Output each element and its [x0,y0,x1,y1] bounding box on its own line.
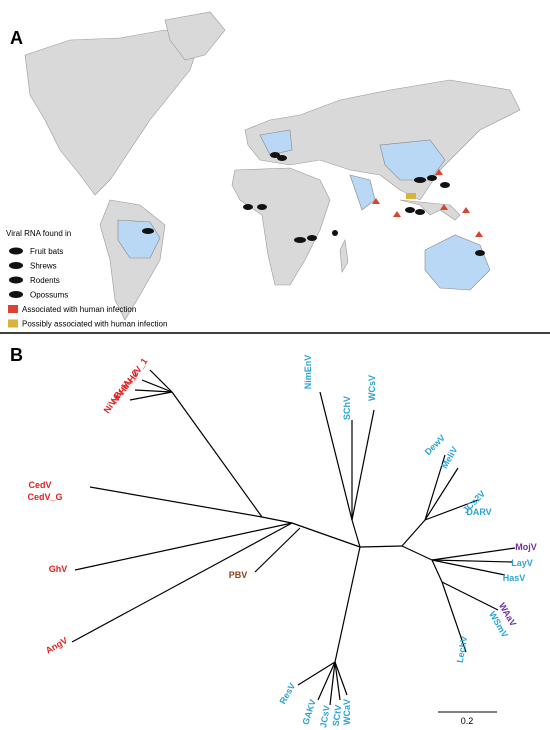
branch [134,389,173,393]
leaf-label: MeliV [439,445,459,470]
leaf-label: DewV [423,433,447,457]
leaf-label: PBV [229,570,248,580]
legend-title: Viral RNA found in [6,229,71,238]
branch [261,516,293,524]
legend-icon [9,291,23,298]
branch [424,467,459,521]
branch [431,559,506,576]
branch [401,545,433,561]
branch [424,454,446,521]
branch [129,391,173,401]
branch [71,522,293,643]
leaf-label: WCsV [367,375,377,401]
branch [334,661,348,696]
scale-label: 0.2 [461,716,474,726]
branch [291,522,361,548]
leaf-label: ResV [277,681,297,705]
branch [317,661,336,701]
leaf-label: MojV [515,542,537,552]
legend-label: Shrews [30,262,57,271]
legend-icon [9,262,23,269]
legend-label: Associated with human infection [22,305,136,314]
host-icons [142,152,485,256]
legend-label: Opossums [30,291,68,300]
phylogenetic-tree: HeV_1HeV_2NiV-MNiV-BCedVCedV_GGhVAngVPBV… [27,355,536,729]
leaf-label: GhV [49,564,68,574]
branch [334,661,341,701]
branch [89,486,263,518]
leaf-label: NimEnV [303,355,313,390]
branch [297,661,336,686]
leaf-label: LechV [455,635,470,663]
branch [74,522,293,571]
leaf-label: CedV [28,480,51,490]
leaf-label: DARV [466,507,491,517]
legend-icon [9,276,23,284]
legend-swatch [8,305,18,313]
legend-label: Fruit bats [30,247,63,256]
branch [431,559,443,583]
branch [334,546,361,663]
branch [441,581,467,653]
branch [319,391,353,521]
legend-label: Rodents [30,276,60,285]
branch [141,379,173,393]
branch [401,519,426,547]
branch [149,369,173,393]
panel-label: A [10,28,23,48]
legend-icon [9,247,23,255]
leaf-label: AngV [44,635,69,655]
branch [431,559,513,563]
branch [431,547,516,561]
leaf-label: CedV_G [27,492,62,502]
branch [424,499,479,521]
leaf-label: LayV [511,558,533,568]
branch [441,581,499,611]
branch [254,527,301,573]
branch [329,661,336,706]
world-map [24,11,521,321]
leaf-label: HasV [503,573,526,583]
branch [351,409,375,521]
legend-swatch [8,319,18,328]
legend-label: Possibly associated with human infection [22,320,167,329]
leaf-label: WCaV [342,699,352,725]
leaf-label: JCsV [318,705,332,729]
panel-label: B [10,345,23,365]
leaf-label: SCtV [331,704,344,727]
branch [359,545,403,548]
leaf-label: SChV [342,396,352,420]
leaf-label: GAKV [300,698,318,726]
branch [351,519,361,548]
branch [171,391,263,518]
legend: Viral RNA found in Fruit bats Shrews Rodent… [6,229,167,329]
